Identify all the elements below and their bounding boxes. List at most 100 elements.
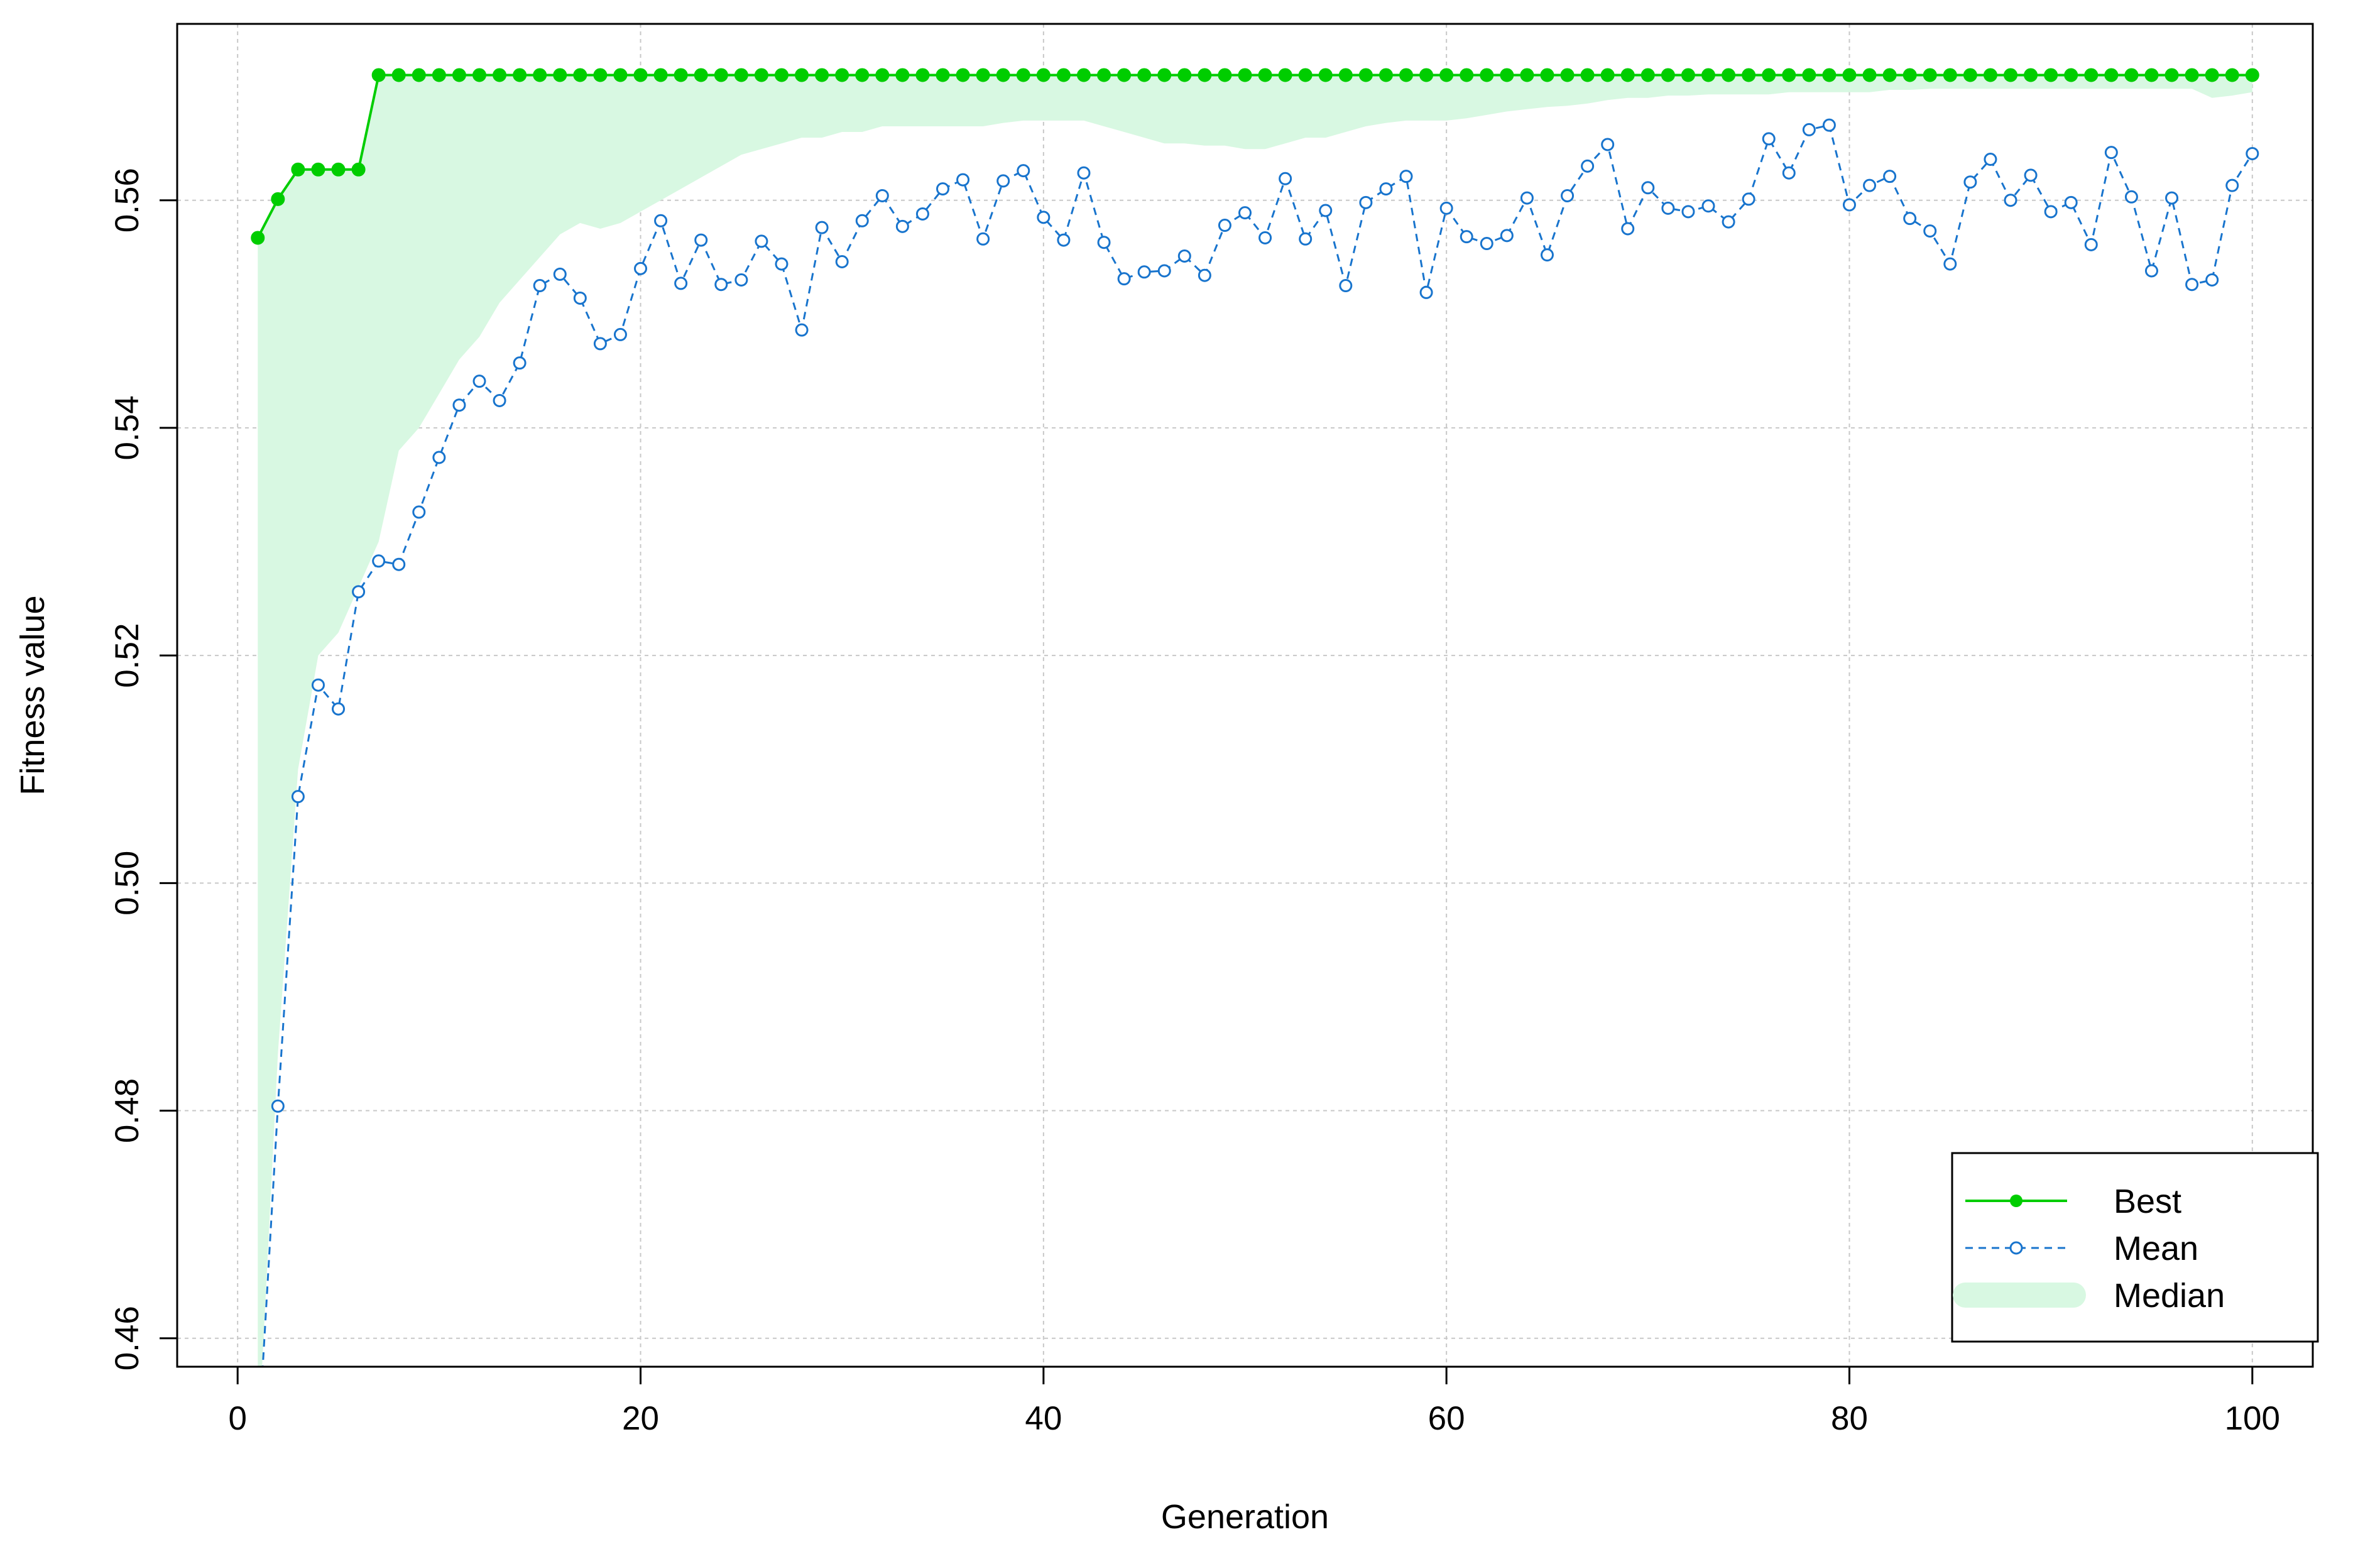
mean-point <box>352 585 366 599</box>
best-point <box>1157 68 1172 82</box>
best-point <box>1560 68 1575 82</box>
mean-point <box>1379 182 1393 196</box>
mean-line <box>261 124 2254 1367</box>
mean-point <box>1923 224 1937 238</box>
best-point <box>493 68 507 82</box>
legend-median-label: Median <box>2114 1277 2225 1315</box>
best-point <box>1076 68 1091 82</box>
mean-point <box>795 323 809 337</box>
mean-point <box>2124 190 2138 204</box>
best-point <box>291 162 305 177</box>
best-point <box>1480 68 1494 82</box>
best-point <box>1097 68 1111 82</box>
mean-point <box>513 356 527 370</box>
best-point <box>1580 68 1595 82</box>
mean-point <box>734 273 748 287</box>
best-point <box>996 68 1010 82</box>
best-point <box>1419 68 1434 82</box>
mean-point <box>1863 178 1877 192</box>
best-point <box>271 192 285 206</box>
x-tick-label: 20 <box>622 1400 659 1437</box>
best-point <box>1661 68 1675 82</box>
mean-point <box>271 1099 285 1113</box>
best-point <box>1943 68 1957 82</box>
mean-point <box>2144 264 2158 278</box>
mean-point <box>1319 204 1333 217</box>
best-point <box>1540 68 1554 82</box>
best-point <box>1802 68 1816 82</box>
mean-point <box>573 291 587 305</box>
mean-point <box>2185 278 2199 292</box>
best-point <box>2164 68 2179 82</box>
mean-point <box>1460 230 1473 244</box>
best-point <box>2205 68 2219 82</box>
mean-point <box>1601 138 1615 151</box>
mean-point <box>775 257 789 271</box>
mean-point <box>372 554 386 568</box>
mean-point <box>311 678 325 692</box>
y-tick-label: 0.52 <box>109 623 146 688</box>
best-point <box>895 68 910 82</box>
best-point <box>412 68 426 82</box>
mean-point <box>2064 195 2078 209</box>
best-point <box>1358 68 1373 82</box>
mean-point <box>1077 166 1091 180</box>
best-point <box>391 68 406 82</box>
best-point <box>855 68 870 82</box>
grid-lines <box>177 24 2313 1367</box>
mean-point <box>1621 222 1635 236</box>
mean-point <box>1480 237 1493 251</box>
best-point <box>472 68 486 82</box>
best-point <box>613 68 628 82</box>
best-point <box>1842 68 1857 82</box>
best-point <box>2185 68 2199 82</box>
mean-point <box>1258 231 1272 244</box>
mean-point <box>2024 168 2038 182</box>
best-point <box>1882 68 1897 82</box>
best-point <box>976 68 990 82</box>
mean-point <box>2104 146 2118 160</box>
best-point <box>2004 68 2018 82</box>
best-point <box>331 162 346 177</box>
mean-point <box>1157 264 1171 278</box>
best-point <box>1378 68 1393 82</box>
best-point <box>1318 68 1333 82</box>
mean-point <box>996 174 1010 188</box>
mean-point <box>432 451 446 464</box>
x-axis-title: Generation <box>1161 1498 1329 1536</box>
mean-point <box>1520 191 1534 205</box>
best-point <box>573 68 587 82</box>
mean-point <box>1762 132 1776 146</box>
mean-point <box>956 173 970 187</box>
best-point <box>1137 68 1152 82</box>
mean-point <box>1581 159 1595 173</box>
best-point <box>795 68 809 82</box>
x-tick-label: 40 <box>1025 1400 1062 1437</box>
mean-point <box>714 278 728 292</box>
mean-point <box>1339 279 1353 293</box>
mean-point <box>1540 248 1554 262</box>
best-point <box>533 68 547 82</box>
mean-point <box>875 189 889 202</box>
best-point <box>1822 68 1837 82</box>
best-point <box>1198 68 1212 82</box>
best-point <box>1742 68 1756 82</box>
mean-point <box>1137 265 1151 279</box>
best-point <box>2044 68 2058 82</box>
mean-point <box>1238 206 1252 220</box>
mean-point <box>654 214 668 227</box>
best-point <box>2104 68 2119 82</box>
best-point <box>1338 68 1353 82</box>
mean-point <box>1500 229 1514 243</box>
mean-point <box>674 276 688 290</box>
mean-point <box>634 261 648 275</box>
mean-point <box>936 182 950 196</box>
legend-mean-marker <box>2009 1241 2023 1255</box>
mean-point <box>1299 232 1313 246</box>
best-point <box>1298 68 1313 82</box>
best-point <box>351 162 366 177</box>
best-point <box>251 231 265 245</box>
best-point <box>915 68 930 82</box>
best-point <box>1399 68 1414 82</box>
